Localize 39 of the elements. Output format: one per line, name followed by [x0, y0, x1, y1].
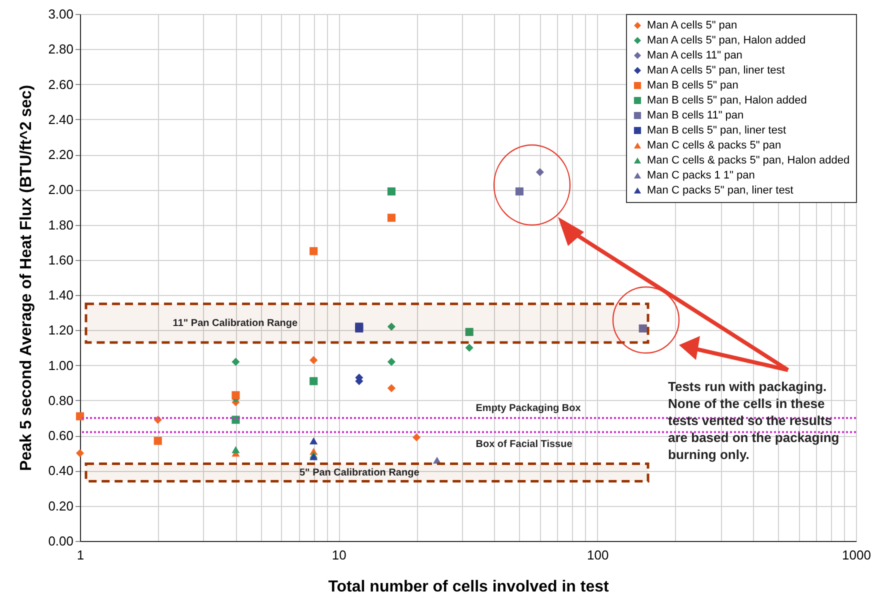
y-tick-label: 0.20: [48, 498, 74, 514]
ref-line-label: Box of Facial Tissue: [476, 439, 573, 450]
legend-label: Man B cells 11" pan: [647, 110, 744, 122]
band-label: 5" Pan Calibration Range: [299, 467, 420, 478]
y-tick-label: 0.00: [48, 534, 74, 548]
legend-label: Man B cells 5" pan: [647, 80, 738, 92]
y-tick-label: 2.80: [48, 42, 74, 57]
y-tick-label: 1.00: [48, 358, 74, 373]
y-tick-label: 0.40: [48, 463, 74, 478]
legend-label: Man A cells 5" pan, liner test: [647, 64, 785, 76]
x-tick-label: 100: [586, 548, 609, 562]
annotation: Tests run with packaging. None of the cells in these tests vented so the results are based on the packaging burning only.: [668, 378, 840, 463]
y-tick-label: 2.60: [48, 76, 74, 92]
ref-line-label: Empty Packaging Box: [476, 403, 582, 414]
band-label: 11" Pan Calibration Range: [172, 318, 298, 330]
y-tick-label: 0.60: [48, 428, 74, 444]
y-tick-label: 2.00: [48, 182, 74, 198]
x-axis-title: Total number of cells involved in test: [328, 578, 610, 596]
legend-label: Man A cells 11" pan: [647, 50, 742, 62]
y-axis-title: Peak 5 second Average of Heat Flux (BTU/ft^2 sec): [18, 84, 36, 472]
y-tick-label: 1.20: [48, 322, 74, 338]
legend-label: Man B cells 5" pan, Halon added: [647, 94, 807, 106]
y-tick-label: 3.00: [48, 6, 74, 22]
legend-label: Man C cells & packs 5" pan, Halon added: [647, 154, 850, 166]
legend-label: Man A cells 5" pan, Halon added: [647, 34, 806, 46]
legend-label: Man B cells 5" pan, liner test: [647, 124, 786, 136]
legend-label: Man A cells 5" pan: [647, 20, 738, 32]
x-tick-label: 1: [76, 548, 84, 562]
y-tick-label: 0.80: [48, 392, 74, 408]
y-tick-label: 1.80: [48, 217, 74, 232]
legend-label: Man C cells & packs 5" pan: [647, 140, 782, 152]
y-tick-label: 2.20: [48, 147, 74, 162]
x-tick-label: 10: [332, 548, 346, 562]
y-tick-label: 1.60: [48, 252, 74, 268]
y-tick-label: 1.40: [48, 288, 74, 303]
legend-label: Man C packs 1 1" pan: [647, 170, 755, 182]
legend-label: Man C packs 5" pan, liner test: [647, 184, 794, 196]
y-tick-label: 2.40: [48, 112, 74, 127]
x-tick-label: 1000: [842, 548, 871, 562]
